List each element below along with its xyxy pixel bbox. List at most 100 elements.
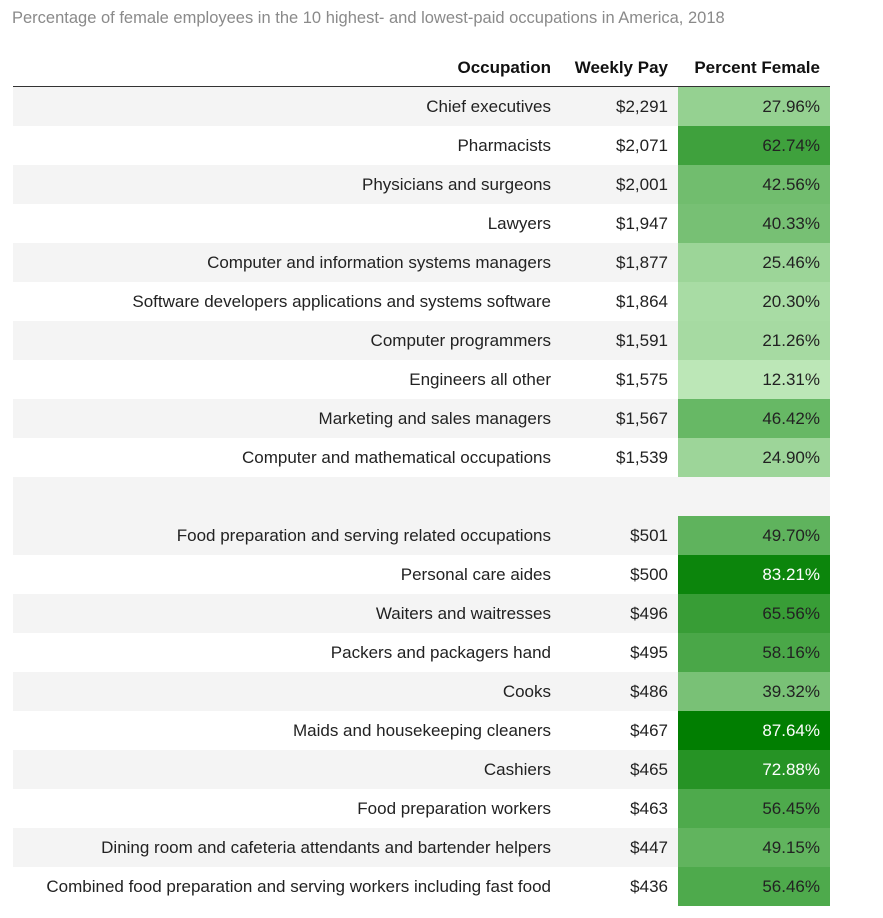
occupation-cell: Software developers applications and sys… [132, 292, 551, 311]
occupation-cell: Maids and housekeeping cleaners [292, 721, 551, 740]
group-separator [13, 477, 830, 516]
table-row: Personal care aides $500 83.21% [13, 555, 830, 594]
percent-female-cell: 25.46% [678, 243, 830, 282]
weekly-pay-cell: $500 [630, 565, 668, 584]
weekly-pay-cell: $2,291 [616, 97, 668, 116]
weekly-pay-cell: $2,071 [616, 136, 668, 155]
occupation-cell: Packers and packagers hand [330, 643, 551, 662]
column-header-percent-female: Percent Female [694, 58, 820, 77]
weekly-pay-cell: $496 [630, 604, 668, 623]
weekly-pay-cell: $1,539 [616, 448, 668, 467]
percent-female-value: 12.31% [762, 370, 820, 389]
percent-female-cell: 42.56% [678, 165, 830, 204]
weekly-pay-cell: $1,877 [616, 253, 668, 272]
percent-female-value: 39.32% [762, 682, 820, 701]
percent-female-cell: 62.74% [678, 126, 830, 165]
percent-female-value: 42.56% [762, 175, 820, 194]
percent-female-cell: 49.15% [678, 828, 830, 867]
table-row: Engineers all other $1,575 12.31% [13, 360, 830, 399]
percent-female-value: 27.96% [762, 97, 820, 116]
weekly-pay-cell: $2,001 [616, 175, 668, 194]
weekly-pay-cell: $463 [630, 799, 668, 818]
table-row: Software developers applications and sys… [13, 282, 830, 321]
occupation-cell: Computer and mathematical occupations [242, 448, 551, 467]
weekly-pay-cell: $501 [630, 526, 668, 545]
table-row: Computer programmers $1,591 21.26% [13, 321, 830, 360]
occupation-cell: Pharmacists [457, 136, 551, 155]
percent-female-cell: 20.30% [678, 282, 830, 321]
weekly-pay-cell: $1,567 [616, 409, 668, 428]
weekly-pay-cell: $436 [630, 877, 668, 896]
percent-female-value: 21.26% [762, 331, 820, 350]
percent-female-cell: 12.31% [678, 360, 830, 399]
table-row: Computer and information systems manager… [13, 243, 830, 282]
percent-female-cell: 27.96% [678, 87, 830, 126]
occupation-cell: Waiters and waitresses [375, 604, 551, 623]
table-row: Physicians and surgeons $2,001 42.56% [13, 165, 830, 204]
weekly-pay-cell: $467 [630, 721, 668, 740]
percent-female-cell: 39.32% [678, 672, 830, 711]
chart-title: Percentage of female employees in the 10… [12, 9, 725, 27]
table-row: Food preparation and serving related occ… [13, 516, 830, 555]
occupation-cell: Lawyers [487, 214, 551, 233]
table-body: Chief executives $2,291 27.96% Pharmacists $… [13, 87, 830, 906]
percent-female-value: 49.70% [762, 526, 820, 545]
weekly-pay-cell: $486 [630, 682, 668, 701]
weekly-pay-cell: $1,864 [616, 292, 668, 311]
percent-female-value: 83.21% [762, 565, 820, 584]
table-row: Chief executives $2,291 27.96% [13, 87, 830, 126]
percent-female-value: 56.45% [762, 799, 820, 818]
occupation-cell: Chief executives [426, 97, 551, 116]
percent-female-value: 24.90% [762, 448, 820, 467]
occupation-cell: Engineers all other [409, 370, 551, 389]
percent-female-value: 87.64% [762, 721, 820, 740]
percent-female-cell: 40.33% [678, 204, 830, 243]
percent-female-cell: 21.26% [678, 321, 830, 360]
percent-female-value: 65.56% [762, 604, 820, 623]
weekly-pay-cell: $1,591 [616, 331, 668, 350]
table-row: Cooks $486 39.32% [13, 672, 830, 711]
percent-female-value: 25.46% [762, 253, 820, 272]
occupation-cell: Cooks [502, 682, 551, 701]
table-row: Combined food preparation and serving wo… [13, 867, 830, 906]
occupation-cell: Food preparation and serving related occ… [176, 526, 551, 545]
percent-female-value: 56.46% [762, 877, 820, 896]
weekly-pay-cell: $1,947 [616, 214, 668, 233]
occupation-cell: Food preparation workers [357, 799, 551, 818]
occupation-cell: Cashiers [483, 760, 551, 779]
weekly-pay-cell: $495 [630, 643, 668, 662]
column-header-occupation: Occupation [457, 58, 551, 77]
table-row: Lawyers $1,947 40.33% [13, 204, 830, 243]
percent-female-cell: 83.21% [678, 555, 830, 594]
percent-female-value: 40.33% [762, 214, 820, 233]
occupation-cell: Combined food preparation and serving wo… [46, 877, 551, 896]
percent-female-cell: 58.16% [678, 633, 830, 672]
occupation-cell: Marketing and sales managers [318, 409, 551, 428]
percent-female-value: 20.30% [762, 292, 820, 311]
percent-female-cell: 46.42% [678, 399, 830, 438]
occupation-cell: Personal care aides [400, 565, 551, 584]
table-row: Waiters and waitresses $496 65.56% [13, 594, 830, 633]
percent-female-value: 58.16% [762, 643, 820, 662]
data-table: Occupation Weekly Pay Percent Female Chi… [13, 49, 830, 906]
table-header: Occupation Weekly Pay Percent Female [13, 49, 830, 87]
weekly-pay-cell: $447 [630, 838, 668, 857]
table-row: Packers and packagers hand $495 58.16% [13, 633, 830, 672]
table-row: Computer and mathematical occupations $1,… [13, 438, 830, 477]
percent-female-cell: 24.90% [678, 438, 830, 477]
percent-female-cell: 56.45% [678, 789, 830, 828]
percent-female-cell: 56.46% [678, 867, 830, 906]
percent-female-value: 46.42% [762, 409, 820, 428]
percent-female-cell: 65.56% [678, 594, 830, 633]
percent-female-cell: 87.64% [678, 711, 830, 750]
percent-female-value: 49.15% [762, 838, 820, 857]
table-row: Marketing and sales managers $1,567 46.42% [13, 399, 830, 438]
column-header-weekly-pay: Weekly Pay [574, 58, 668, 77]
weekly-pay-cell: $1,575 [616, 370, 668, 389]
occupation-cell: Computer programmers [370, 331, 551, 350]
percent-female-value: 62.74% [762, 136, 820, 155]
table-row: Dining room and cafeteria attendants and… [13, 828, 830, 867]
table-row: Cashiers $465 72.88% [13, 750, 830, 789]
table-row: Maids and housekeeping cleaners $467 87.64… [13, 711, 830, 750]
table-row: Pharmacists $2,071 62.74% [13, 126, 830, 165]
